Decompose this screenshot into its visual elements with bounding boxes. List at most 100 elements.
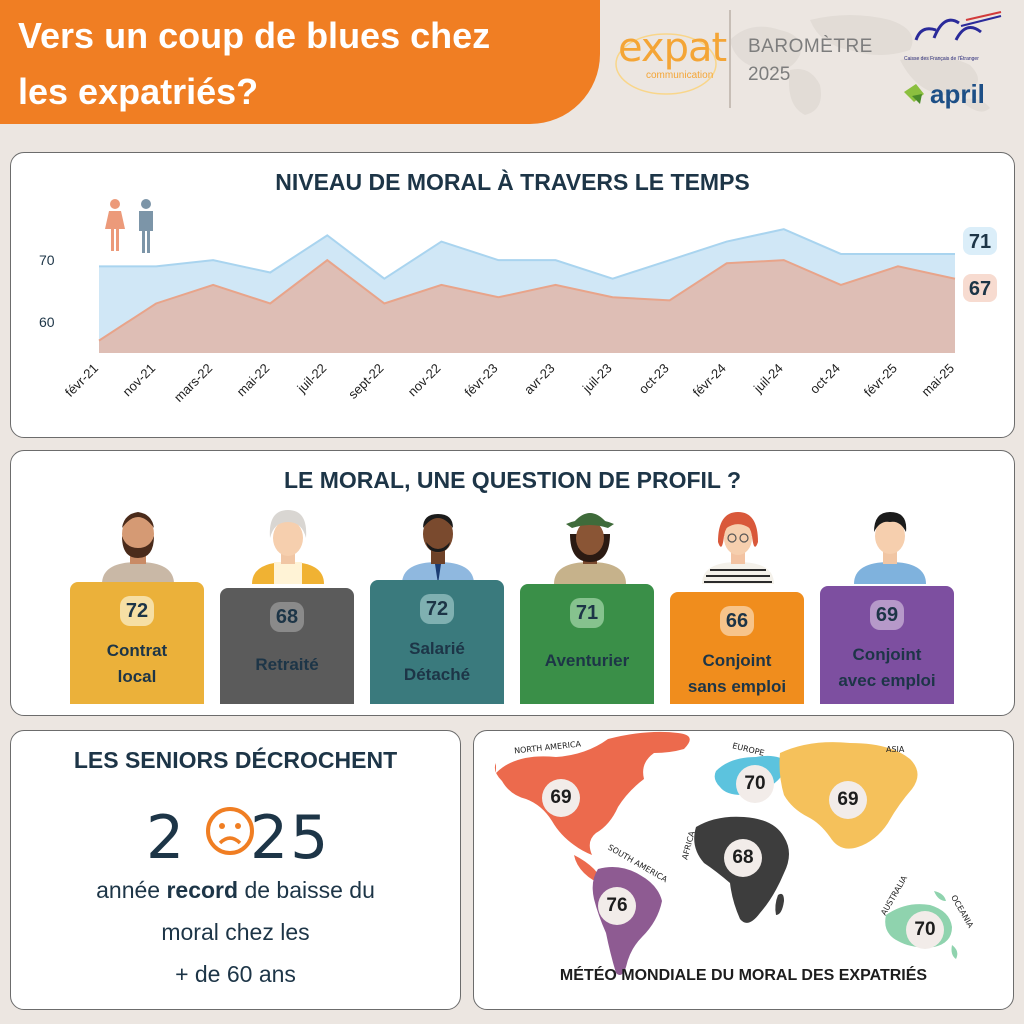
world-map-panel: NORTH AMERICA 69 EUROPE 70 ASIA 69 AFRICA 68 SOU… bbox=[473, 730, 1014, 1010]
seniors-title: LES SENIORS DÉCROCHENT bbox=[73, 747, 398, 773]
profile-label: Retraité bbox=[220, 652, 354, 678]
profile-card: 68 Retraité bbox=[220, 588, 354, 704]
profile-label-line-1: Retraité bbox=[255, 655, 319, 674]
title-line-1: Vers un coup de blues chez bbox=[18, 15, 491, 56]
april-logo: april bbox=[902, 80, 1012, 110]
region-score: 68 bbox=[724, 839, 762, 877]
region-name: ASIA bbox=[886, 745, 905, 754]
title-line-2: les expatriés? bbox=[18, 71, 259, 112]
chart-areas bbox=[98, 228, 956, 353]
profile-label: Aventurier bbox=[520, 648, 654, 674]
profile-label-line-2: local bbox=[117, 667, 157, 686]
region-score: 70 bbox=[736, 765, 774, 803]
x-tick-label: févr-24 bbox=[690, 361, 729, 400]
profile-label: Salarié Détaché bbox=[370, 636, 504, 688]
page-title: Vers un coup de blues chez les expatriés… bbox=[18, 8, 578, 120]
avatar-bearded-man bbox=[102, 512, 174, 584]
seniors-panel: LES SENIORS DÉCROCHENT 2 25 année record… bbox=[10, 730, 461, 1010]
seniors-text-line-2: moral chez les bbox=[161, 919, 310, 945]
region-score: 69 bbox=[829, 781, 867, 819]
region-madagascar bbox=[775, 893, 784, 915]
x-tick-label: juil-24 bbox=[750, 361, 786, 397]
chart-title: NIVEAU DE MORAL À TRAVERS LE TEMPS bbox=[275, 169, 750, 195]
profile-card: 72 Contrat local bbox=[70, 582, 204, 704]
seniors-text-line-1: année record de baisse du bbox=[11, 869, 460, 911]
map-title: MÉTÉO MONDIALE DU MORAL DES EXPATRIÉS bbox=[559, 967, 928, 984]
x-tick-label: mai-22 bbox=[234, 361, 273, 400]
april-leaf-icon bbox=[904, 84, 924, 104]
y-tick-label: 60 bbox=[39, 314, 55, 330]
woman-icon bbox=[105, 199, 125, 251]
cfe-logo bbox=[914, 11, 1002, 41]
avatar-adventurer-woman bbox=[554, 513, 626, 584]
sad-face-icon bbox=[206, 807, 254, 855]
profile-card: 69 Conjoint avec emploi bbox=[820, 586, 954, 704]
moral-chart-panel: NIVEAU DE MORAL À TRAVERS LE TEMPS 60 70 … bbox=[10, 152, 1015, 438]
profile-label-line-1: Contrat bbox=[106, 641, 168, 660]
x-tick-label: juil-23 bbox=[579, 361, 615, 397]
seniors-text-post: de baisse du bbox=[238, 877, 375, 903]
seniors-text-line-3: + de 60 ans bbox=[175, 961, 296, 987]
series-line-1 bbox=[99, 228, 955, 280]
expat-logo-sub: communication bbox=[646, 70, 714, 81]
profile-label-line-1: Aventurier bbox=[544, 651, 630, 670]
end-label-badge bbox=[963, 227, 997, 255]
region-score: 69 bbox=[542, 779, 580, 817]
x-tick-label: juil-22 bbox=[294, 361, 330, 397]
expat-logo bbox=[614, 22, 724, 102]
profile-card: 66 Conjoint sans emploi bbox=[670, 592, 804, 704]
title-banner: Vers un coup de blues chez les expatriés… bbox=[0, 0, 600, 124]
profile-label-line-2: avec emploi bbox=[838, 671, 936, 690]
region-score: 70 bbox=[906, 911, 944, 949]
y-tick-label: 70 bbox=[39, 252, 55, 268]
expat-logo-word: expat bbox=[618, 25, 727, 71]
avatar-man-tie bbox=[402, 514, 474, 584]
year-digit-first: 2 bbox=[146, 803, 187, 873]
x-tick-label: févr-25 bbox=[861, 361, 900, 400]
profile-card: 71 Aventurier bbox=[520, 584, 654, 704]
profile-card: 72 Salarié Détaché bbox=[370, 580, 504, 704]
end-labels: 71 67 bbox=[963, 227, 997, 302]
x-tick-label: sept-22 bbox=[345, 361, 386, 402]
seniors-text-pre: année bbox=[96, 877, 167, 903]
world-map-background bbox=[730, 15, 990, 115]
profile-title: LE MORAL, UNE QUESTION DE PROFIL ? bbox=[283, 467, 742, 493]
x-axis-ticks: févr-21 nov-21 mars-22 mai-22 juil-22 sept-22… bbox=[62, 361, 957, 405]
seniors-text: année record de baisse du moral chez les… bbox=[11, 869, 460, 995]
profile-score: 66 bbox=[720, 606, 754, 636]
series-area-2 bbox=[99, 260, 955, 353]
barometre-label: BAROMÈTRE bbox=[748, 36, 873, 57]
barometre-year: 2025 bbox=[748, 64, 791, 85]
x-tick-label: mai-25 bbox=[918, 361, 957, 400]
seniors-text-bold: record bbox=[166, 877, 239, 903]
profile-label: Contrat local bbox=[70, 638, 204, 690]
x-tick-label: mars-22 bbox=[171, 361, 215, 405]
region-north-america bbox=[494, 731, 690, 855]
end-label-value: 67 bbox=[969, 278, 991, 300]
cfe-logo-sub: Caisse des Français de l'Étranger bbox=[904, 56, 979, 62]
header-logos: expat communication BAROMÈTRE 2025 Caiss… bbox=[600, 0, 1024, 124]
region-score: 76 bbox=[598, 887, 636, 925]
april-logo-word: april bbox=[930, 79, 985, 109]
avatar-senior-woman bbox=[252, 510, 324, 584]
profile-label: Conjoint sans emploi bbox=[670, 648, 804, 700]
moral-area-chart: 60 70 févr-21 nov-21 mars-22 mai-22 juil-22 se… bbox=[39, 199, 997, 405]
profile-label-line-2: Détaché bbox=[403, 665, 471, 684]
profile-score: 71 bbox=[570, 598, 604, 628]
profile-score: 72 bbox=[120, 596, 154, 626]
profile-label-line-1: Conjoint bbox=[852, 645, 922, 664]
avatar-red-hair-woman bbox=[702, 512, 774, 584]
x-tick-label: févr-21 bbox=[62, 361, 101, 400]
x-tick-label: nov-22 bbox=[405, 361, 444, 400]
y-axis-ticks: 60 70 bbox=[39, 252, 55, 330]
profile-label-line-1: Conjoint bbox=[702, 651, 772, 670]
x-tick-label: nov-21 bbox=[119, 361, 158, 400]
profile-score: 69 bbox=[870, 600, 904, 630]
profile-label-line-2: sans emploi bbox=[687, 677, 787, 696]
x-tick-label: oct-24 bbox=[807, 361, 843, 397]
legend-icons bbox=[105, 199, 153, 253]
profile-label-line-1: Salarié bbox=[409, 639, 465, 658]
x-tick-label: févr-23 bbox=[461, 361, 500, 400]
x-tick-label: avr-23 bbox=[521, 361, 558, 398]
profile-score: 68 bbox=[270, 602, 304, 632]
